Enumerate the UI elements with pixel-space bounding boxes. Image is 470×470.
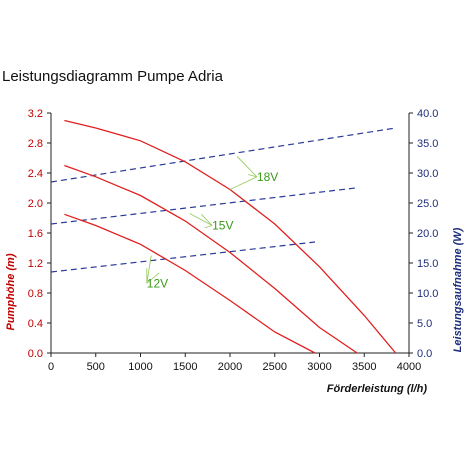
y-right-tick-label: 25.0: [417, 198, 438, 210]
label-leader-line: [146, 255, 152, 284]
y-right-tick-label: 40.0: [417, 108, 438, 120]
label-leader-line: [204, 225, 213, 229]
power-lines-group: [50, 127, 396, 273]
label-leader-line: [229, 176, 258, 190]
y-left-tick-label: 2.8: [28, 138, 43, 150]
power-line-18v: [50, 127, 396, 183]
label-leader-line: [236, 156, 258, 178]
head-lines-group: [64, 119, 397, 354]
series-label-12v: 12V: [147, 276, 168, 290]
y-right-tick-label: 30.0: [417, 168, 438, 180]
series-label-18v: 18V: [257, 170, 278, 184]
y-left-tick-label: 2.4: [28, 168, 43, 180]
x-tick-label: 1000: [128, 361, 152, 373]
x-tick-label: 3500: [352, 361, 376, 373]
x-tick-label: 3000: [307, 361, 331, 373]
y-left-tick-label: 3.2: [28, 108, 43, 120]
head-curve-18v: [64, 119, 397, 354]
label-leader-line: [146, 272, 160, 284]
y-left-tick-label: 0.4: [28, 318, 43, 330]
y-right-tick-label: 10.0: [417, 288, 438, 300]
y-left-tick-label: 0.8: [28, 288, 43, 300]
head-curve-15v: [64, 164, 358, 354]
x-tick-label: 4000: [397, 361, 421, 373]
y-right-tick-label: 35.0: [417, 138, 438, 150]
y-left-tick-label: 1.6: [28, 228, 43, 240]
y-right-axis-label: Leistungsaufnahme (W): [452, 227, 464, 352]
y-left-tick-label: 0.0: [28, 348, 43, 360]
chart-title: Leistungsdiagramm Pumpe Adria: [2, 68, 223, 85]
y-left-axis-label: Pumphöhe (m): [5, 253, 17, 330]
y-left-tick-label: 2.0: [28, 198, 43, 210]
power-line-15v: [50, 187, 356, 225]
y-right-tick-label: 15.0: [417, 258, 438, 270]
x-tick-label: 2500: [263, 361, 287, 373]
annotations-group: 18V 15V 12V: [146, 156, 278, 290]
x-tick-label: 1500: [173, 361, 197, 373]
x-tick-label: 500: [87, 361, 105, 373]
y-right-tick-label: 0.0: [417, 348, 432, 360]
y-left-tick-label: 1.2: [28, 258, 43, 270]
label-leader-line: [201, 213, 213, 226]
x-axis-label: Förderleistung (l/h): [327, 383, 428, 395]
axes-group: 0 500 1000 1500 2000 2500 3000 3500 40000.00.40.…: [28, 108, 439, 373]
x-tick-label: 0: [48, 361, 54, 373]
label-leader-line: [189, 213, 213, 226]
label-leader-line: [247, 174, 258, 178]
head-curve-12v: [64, 213, 316, 354]
x-tick-label: 2000: [218, 361, 242, 373]
y-right-tick-label: 5.0: [417, 318, 432, 330]
y-right-tick-label: 20.0: [417, 228, 438, 240]
series-label-15v: 15V: [212, 219, 233, 233]
power-line-12v: [50, 241, 316, 273]
